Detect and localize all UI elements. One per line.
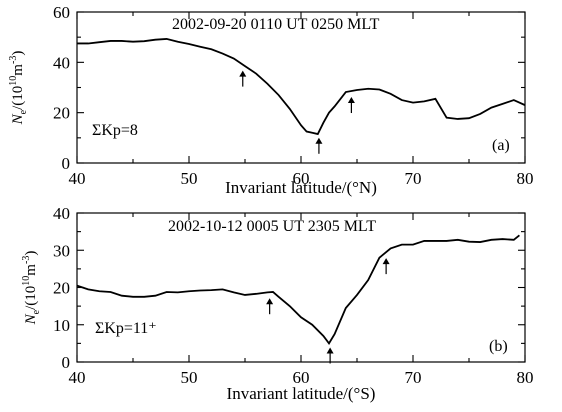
y-tick-label-a: 40 [53,53,70,72]
series-line-a [77,38,526,136]
chart-title-b: 2002-10-12 0005 UT 2305 MLT [168,218,376,235]
y-axis-label-b: Ne/(1010m-3) [21,251,42,326]
y-tick-label-a: 0 [62,154,71,173]
y-tick-label-b: 0 [62,353,71,372]
plot-frame-a [76,11,526,164]
arrow-marker-b [266,298,274,315]
y-axis-label-a: Ne/(1010m-3) [8,51,29,126]
annotation-b: ΣKp=11⁺ [95,320,157,337]
x-axis-label-a: Invariant latitude/(°N) [225,178,377,197]
panel-label-b: (b) [489,338,508,355]
x-tick-label-b: 40 [69,368,86,387]
x-tick-label-a: 80 [517,169,534,188]
arrow-head [326,347,334,354]
chart-title-a: 2002-09-20 0110 UT 0250 MLT [172,16,380,33]
x-axis-label-b: Invariant latitude/(°S) [227,384,376,403]
arrow-marker-a [239,70,247,87]
y-tick-label-b: 40 [53,204,70,223]
panel-label-a: (a) [492,137,510,154]
arrow-head [315,137,323,144]
arrow-head [382,258,390,265]
arrows-a [239,70,355,154]
series-line-b [76,234,520,345]
arrows-b [266,258,390,364]
ticks-a [76,11,526,164]
arrow-marker-a [347,97,355,114]
x-tick-label-a: 70 [405,169,422,188]
ticks-b [76,212,526,363]
arrow-marker-a [315,137,323,154]
y-tick-label-a: 20 [53,104,70,123]
arrow-head [266,298,274,305]
arrow-marker-b [326,347,334,364]
panel-b: 40 50 60 70 80 0 10 20 30 40 2002-10-12 0005 UT 2… [21,204,534,403]
y-tick-label-a: 60 [53,3,70,22]
arrow-head [239,70,247,77]
tick-labels-a: 40 50 60 70 80 0 20 40 60 [53,3,534,188]
x-tick-label-b: 50 [181,368,198,387]
panel-a: 40 50 60 70 80 0 20 40 60 2002-09-20 0110 UT 025… [8,3,534,197]
x-tick-label-a: 50 [181,169,198,188]
arrow-marker-b [382,258,390,275]
y-tick-label-b: 10 [53,316,70,335]
y-tick-label-b: 20 [53,279,70,298]
x-tick-label-b: 70 [405,368,422,387]
y-tick-label-b: 30 [53,241,70,260]
plot-frame-b [76,212,526,363]
x-tick-label-b: 60 [293,368,310,387]
annotation-a: ΣKp=8 [92,122,138,139]
arrow-head [347,97,355,104]
x-tick-label-a: 40 [69,169,86,188]
tick-labels-b: 40 50 60 70 80 0 10 20 30 40 [53,204,534,387]
x-tick-label-b: 80 [517,368,534,387]
x-tick-label-a: 60 [293,169,310,188]
